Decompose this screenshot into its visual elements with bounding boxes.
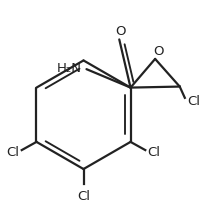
Text: Cl: Cl	[187, 95, 200, 108]
Text: H₂N: H₂N	[56, 62, 81, 75]
Text: Cl: Cl	[147, 146, 160, 159]
Text: O: O	[154, 45, 164, 58]
Text: Cl: Cl	[77, 190, 90, 202]
Text: Cl: Cl	[7, 146, 20, 159]
Text: O: O	[115, 25, 126, 38]
